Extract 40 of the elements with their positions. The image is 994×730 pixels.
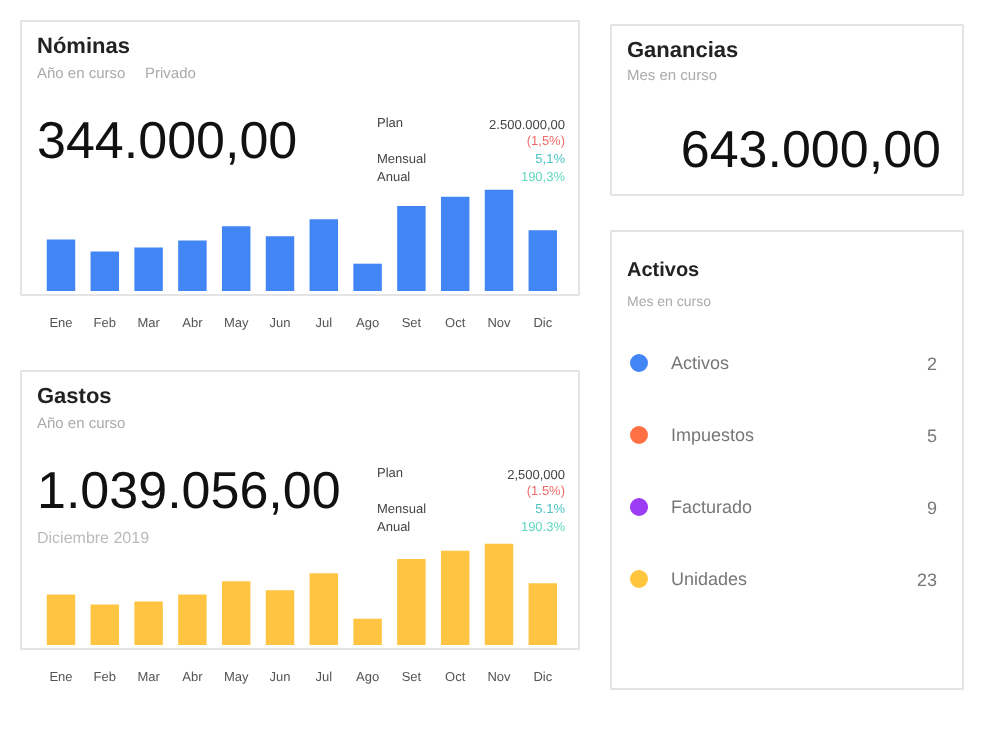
- category-label: Activos: [671, 353, 731, 373]
- text: 344.000,00: [37, 110, 298, 171]
- data-label: 23: [916, 570, 938, 590]
- category-label: Unidades: [671, 569, 749, 589]
- data-label: 9: [926, 498, 938, 518]
- bar: [221, 581, 251, 646]
- chart-title: Nóminas: [37, 34, 130, 59]
- bar: [353, 263, 382, 292]
- data-label: 5: [926, 426, 938, 446]
- text: 643.000,00: [680, 119, 942, 179]
- bar: [528, 230, 558, 292]
- bar: [309, 573, 339, 646]
- bar: [178, 594, 207, 646]
- bar: [46, 239, 76, 292]
- text: 1.039.056,00: [37, 460, 341, 521]
- chart-title: Gastos: [37, 384, 112, 409]
- bar: [90, 251, 120, 292]
- bar: [178, 240, 207, 292]
- bar: [484, 543, 514, 646]
- bar: [265, 590, 295, 646]
- bar: [440, 550, 470, 646]
- bar: [46, 594, 76, 646]
- annotation: Diciembre 2019: [37, 528, 151, 547]
- bar: [484, 189, 514, 292]
- text: Activos: [627, 260, 701, 282]
- text: Ganancias: [627, 39, 739, 63]
- category-label: Facturado: [671, 497, 753, 517]
- category-label: Impuestos: [671, 425, 756, 445]
- bar: [265, 236, 295, 292]
- data-label: 2: [926, 354, 938, 374]
- bar: [528, 583, 558, 646]
- bar: [397, 205, 426, 292]
- bar: [134, 247, 163, 292]
- bar: [440, 196, 470, 292]
- bar: [353, 618, 382, 646]
- bar: [221, 226, 251, 292]
- bar: [309, 219, 339, 292]
- bar: [134, 601, 163, 646]
- bar: [397, 558, 426, 646]
- bar: [90, 604, 120, 646]
